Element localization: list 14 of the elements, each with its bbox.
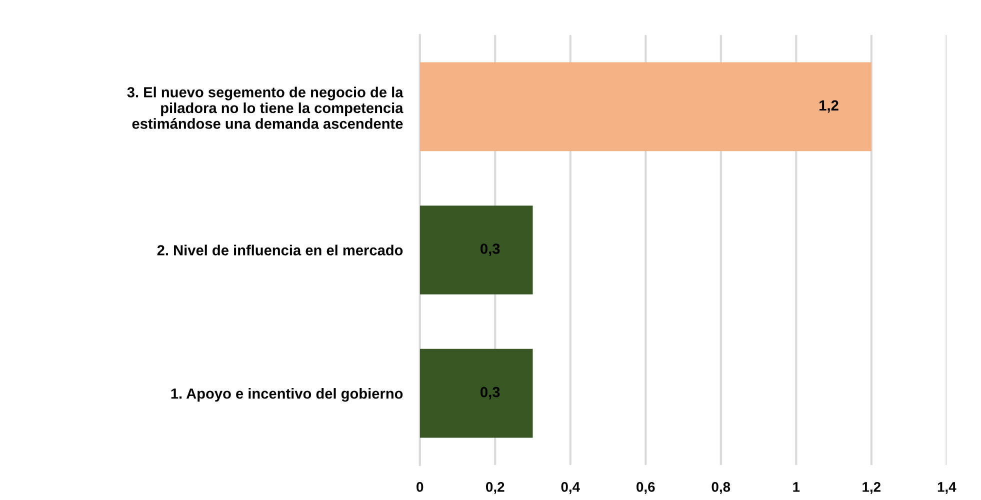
x-tick-label: 0,4: [561, 482, 580, 494]
x-tick-label: 0,2: [486, 482, 504, 494]
y-tick-label: 2. Nivel de influencia en el mercado: [157, 244, 403, 256]
data-label: 1,2: [820, 100, 838, 113]
y-tick-label: 3. El nuevo segemento de negocio de la piladora no lo tiene la competencia estimándose una demanda ascendente: [127, 86, 404, 129]
y-tick-label: 1. Apoyo e incentivo del gobierno: [171, 388, 403, 402]
data-label: 0,3: [480, 386, 500, 400]
x-tick-label: 0: [416, 482, 424, 492]
x-tick-label: 0,8: [712, 482, 730, 494]
data-label: 0,3: [480, 244, 500, 256]
x-tick-label: 1,2: [862, 482, 881, 494]
x-tick-label: 1: [793, 482, 800, 492]
x-tick-label: 1,4: [938, 482, 956, 494]
x-tick-label: 0,6: [636, 482, 655, 494]
